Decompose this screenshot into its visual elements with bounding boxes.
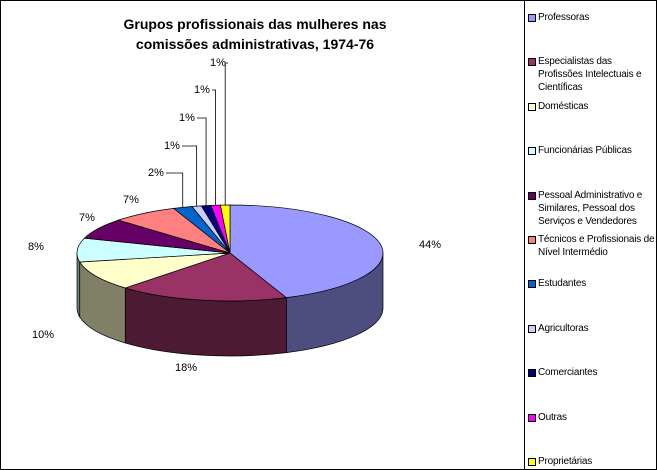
- legend-label: Proprietárias: [538, 456, 593, 467]
- chart-title: Grupos profissionais das mulheres nas co…: [123, 16, 387, 52]
- legend-swatch: [528, 280, 536, 289]
- slice: [229, 204, 384, 298]
- slice: [124, 252, 288, 302]
- legend-swatch: [528, 14, 536, 22]
- data-label: 1%: [194, 84, 210, 96]
- legend-entry: Especialistas das Profissões Intelectuai…: [528, 55, 656, 94]
- leader-line: [212, 89, 217, 206]
- leader-line: [224, 62, 228, 206]
- data-label: 7%: [123, 194, 139, 206]
- legend-swatch: [528, 458, 536, 466]
- legend-label: Estudantes: [538, 278, 587, 290]
- legend-entry: Estudantes: [528, 277, 656, 290]
- leader-line: [182, 145, 198, 207]
- data-label: 44%: [419, 239, 441, 251]
- leader-line: [197, 117, 207, 206]
- data-label: 1%: [210, 57, 226, 69]
- data-label: 2%: [148, 167, 164, 179]
- legend-label: Pessoal Administrativo e Similares, Pess…: [538, 189, 643, 227]
- legend-entry: Técnicos e Profissionais de Nível Interm…: [528, 233, 656, 259]
- legend-swatch: [528, 58, 536, 67]
- legend-entry: Pessoal Administrativo e Similares, Pess…: [528, 189, 656, 228]
- data-label: 10%: [32, 329, 54, 341]
- legend-label: Outras: [538, 411, 567, 423]
- legend-label: Agricultoras: [538, 322, 589, 334]
- legend-swatch: [528, 102, 536, 111]
- data-label: 1%: [164, 140, 180, 152]
- slice: [219, 204, 231, 254]
- slice-side: [76, 252, 81, 319]
- legend-swatch: [528, 324, 536, 333]
- data-label: 1%: [179, 112, 195, 124]
- legend-label: Funcionárias Públicas: [538, 145, 632, 157]
- legend-entry: Outras: [528, 411, 656, 424]
- legend-entry: Comerciantes: [528, 366, 656, 379]
- legend-swatch: [528, 191, 536, 200]
- legend-label: Professoras: [538, 12, 590, 23]
- legend-entry: Proprietárias: [528, 455, 656, 468]
- legend-label: Técnicos e Profissionais de Nível Interm…: [538, 234, 655, 258]
- legend-label: Comerciantes: [538, 367, 598, 379]
- legend-entry: Agricultoras: [528, 322, 656, 335]
- legend-entry: Funcionárias Públicas: [528, 144, 656, 157]
- legend-entry: Domésticas: [528, 100, 656, 113]
- slice: [79, 252, 231, 289]
- legend-label: Domésticas: [538, 100, 589, 112]
- data-label: 8%: [28, 241, 44, 253]
- legend-entry: Professoras: [528, 11, 656, 24]
- legend-swatch: [528, 147, 536, 156]
- data-label: 18%: [175, 362, 197, 374]
- data-label: 7%: [79, 212, 95, 224]
- leader-line: [166, 172, 184, 208]
- legend-swatch: [528, 236, 536, 244]
- legend-swatch: [528, 369, 536, 378]
- legend-label: Especialistas das Profissões Intelectuai…: [538, 56, 642, 94]
- legend-swatch: [528, 413, 536, 422]
